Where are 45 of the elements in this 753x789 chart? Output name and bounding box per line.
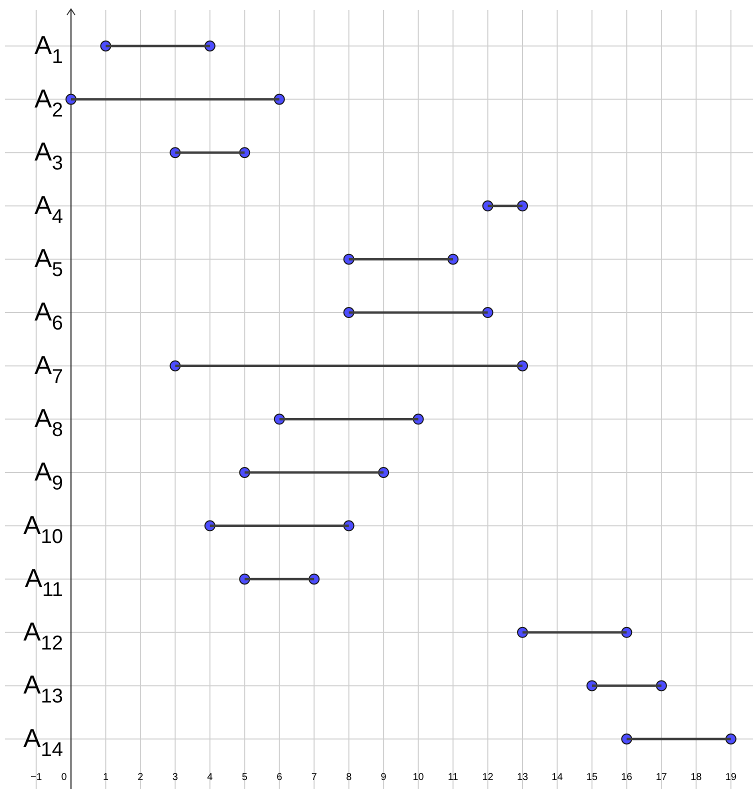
x-tick-label: −1: [30, 772, 42, 783]
bar: [244, 578, 314, 580]
y-tick-label: A$_{10}$: [23, 510, 63, 548]
bar: [348, 258, 454, 260]
y-tick-label: A$_{1}$: [34, 30, 63, 68]
bar: [279, 418, 418, 420]
x-tick-label: 13: [516, 772, 529, 783]
x-tick-label: 3: [172, 772, 178, 783]
y-tick-label: A$_{8}$: [34, 403, 63, 442]
x-tick-label: 15: [586, 772, 598, 783]
x-tick-label: 11: [448, 772, 459, 783]
x-tick-label: 9: [380, 772, 387, 783]
bar: [210, 524, 349, 527]
y-tick-label: A$_{7}$: [34, 350, 63, 388]
y-tick-label: A$_{2}$: [34, 83, 63, 122]
x-tick-label: 16: [621, 772, 633, 783]
x-tick-label: 19: [725, 772, 737, 783]
bar: [522, 631, 627, 634]
x-tick-label: 0: [61, 772, 68, 783]
x-tick-label: 12: [482, 772, 494, 783]
x-tick-label: 6: [276, 772, 283, 783]
x-tick-label: 18: [690, 772, 702, 783]
y-tick-label: A$_{4}$: [34, 190, 63, 228]
x-tick-label: 14: [552, 772, 564, 783]
x-tick-label: 2: [138, 772, 144, 783]
x-tick-label: 8: [346, 772, 352, 783]
x-tick-label: 5: [242, 772, 248, 783]
y-tick-label: A$_{13}$: [23, 670, 63, 708]
bar: [488, 204, 523, 208]
x-tick-label: 10: [412, 772, 424, 783]
y-tick-label: A$_{12}$: [23, 616, 63, 654]
y-tick-label: A$_{6}$: [34, 296, 63, 335]
y-tick-label: A$_{14}$: [23, 723, 63, 761]
bar: [592, 684, 662, 687]
x-tick-label: 7: [311, 772, 318, 783]
bar: [70, 98, 280, 101]
y-tick-label: A$_{5}$: [34, 243, 63, 282]
y-tick-label: A$_{9}$: [34, 456, 63, 494]
bar: [175, 151, 245, 154]
y-tick-label: A$_{3}$: [34, 136, 63, 175]
y-tick-label: A$_{11}$: [24, 563, 63, 602]
x-tick-label: 1: [102, 772, 109, 783]
x-tick-label: 17: [656, 772, 668, 783]
bar: [175, 364, 523, 368]
x-tick-label: 4: [207, 772, 214, 783]
